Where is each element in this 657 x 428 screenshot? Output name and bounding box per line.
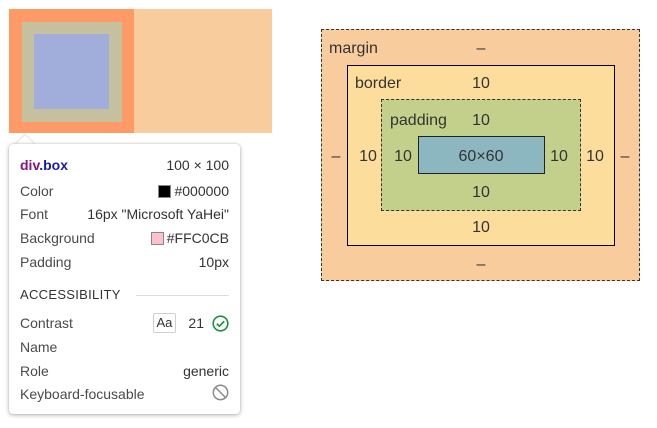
- not-allowed-icon: [212, 384, 229, 401]
- font-row: Font 16px "Microsoft YaHei": [20, 204, 229, 224]
- element-tag: div: [20, 157, 40, 173]
- margin-label: margin: [329, 40, 378, 57]
- focusable-label: Keyboard-focusable: [20, 386, 145, 402]
- focusable-row: Keyboard-focusable: [20, 384, 229, 404]
- role-row: Role generic: [20, 361, 229, 381]
- border-right-value[interactable]: 10: [586, 148, 604, 165]
- margin-bottom-value[interactable]: –: [476, 256, 486, 273]
- border-bottom-value[interactable]: 10: [472, 219, 490, 236]
- padding-value: 10px: [198, 254, 229, 270]
- padding-bottom-value[interactable]: 10: [472, 184, 490, 201]
- margin-top-value[interactable]: –: [476, 40, 486, 57]
- check-icon: [212, 314, 229, 332]
- tooltip-header: div.box 100 × 100: [20, 155, 229, 175]
- contrast-row: Contrast Aa 21: [20, 313, 229, 333]
- padding-top-value[interactable]: 10: [472, 112, 490, 129]
- padding-row: Padding 10px: [20, 252, 229, 272]
- inspect-tooltip: div.box 100 × 100 Color #000000 Font 16p…: [9, 144, 240, 414]
- font-label: Font: [20, 206, 49, 222]
- section-divider: [136, 295, 229, 296]
- padding-label: padding: [390, 112, 447, 129]
- color-label: Color: [20, 183, 54, 199]
- accessibility-title: ACCESSIBILITY: [20, 287, 121, 302]
- contrast-value: 21: [188, 315, 204, 331]
- background-label: Background: [20, 230, 95, 246]
- name-label: Name: [20, 339, 58, 355]
- border-left-value[interactable]: 10: [359, 148, 377, 165]
- role-label: Role: [20, 363, 49, 379]
- element-class: .box: [39, 157, 68, 173]
- border-label: border: [355, 75, 402, 92]
- padding-right-value[interactable]: 10: [550, 148, 568, 165]
- border-top-value[interactable]: 10: [472, 75, 490, 92]
- box-model-content[interactable]: [418, 136, 545, 174]
- name-row: Name: [20, 337, 229, 357]
- padding-left-value[interactable]: 10: [394, 148, 412, 165]
- contrast-sample: Aa: [152, 313, 177, 333]
- element-size: 100 × 100: [166, 157, 229, 173]
- background-value: #FFC0CB: [166, 230, 229, 246]
- margin-right-value[interactable]: –: [620, 148, 630, 165]
- contrast-label: Contrast: [20, 315, 73, 331]
- background-swatch: [150, 231, 164, 245]
- font-value: 16px "Microsoft YaHei": [87, 206, 229, 222]
- content-size-value[interactable]: 60×60: [458, 148, 504, 165]
- color-value: #000000: [174, 183, 229, 199]
- background-row: Background #FFC0CB: [20, 228, 229, 248]
- padding-label: Padding: [20, 254, 72, 270]
- highlight-content-area: [34, 34, 109, 109]
- role-value: generic: [183, 363, 229, 379]
- color-row: Color #000000: [20, 181, 229, 201]
- margin-left-value[interactable]: –: [331, 148, 341, 165]
- color-swatch: [158, 184, 172, 198]
